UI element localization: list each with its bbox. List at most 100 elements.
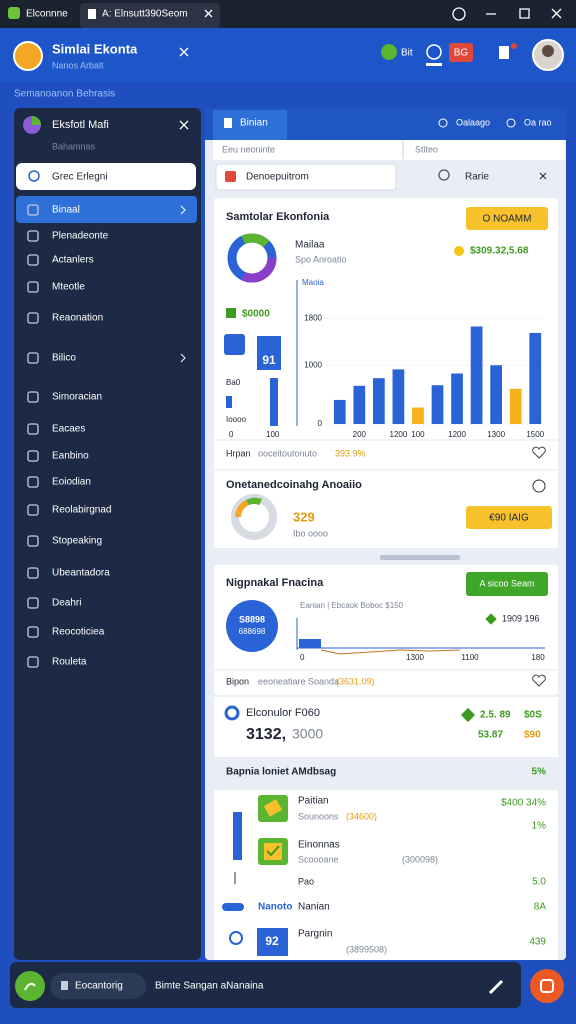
active-nav-item[interactable] [16,196,197,223]
card-badge[interactable] [466,506,552,529]
nav-item[interactable]: Eacaes [52,424,85,435]
nav-icon [27,450,39,462]
bar [509,388,522,424]
card-icon[interactable] [532,479,546,493]
header-button[interactable]: Bit [401,48,413,59]
list-name[interactable]: Paitian [298,796,329,807]
bottom-action[interactable] [15,971,45,1001]
logo [13,41,43,71]
nav-item[interactable]: Binaal [52,205,80,216]
tab[interactable]: A: Elnsutt390Seom [102,9,188,20]
list-value: 439 [529,937,546,948]
like-icon[interactable] [532,674,546,687]
card-value: 3132, [246,726,286,743]
nav-item[interactable]: Rouleta [52,657,87,668]
nav-icon [27,476,39,488]
nav-item[interactable]: Eoiodian [52,477,91,488]
list-badge [257,928,288,956]
list-note: (3899508) [346,944,387,954]
list-name[interactable]: Einonnas [298,840,340,851]
donut-segment [227,233,277,283]
main-action[interactable]: Oa rao [524,117,552,127]
tab[interactable]: Elconnne [26,9,68,20]
nav-item[interactable]: Ubeantadora [52,568,110,579]
card-badge[interactable] [466,207,548,230]
sidebar-close[interactable] [179,120,189,130]
bottom-text: Bimte Sangan aNanaina [155,981,264,992]
filter[interactable]: Stiteo [415,144,438,154]
nav-icon [27,281,39,293]
main-tab-label[interactable]: Binian [240,118,268,129]
filter[interactable]: Eeu neoninte [222,144,275,154]
search-icon [28,170,40,182]
x-tick-label: 200 [353,430,367,439]
card-label: Mailaa [295,240,325,251]
window-icon[interactable] [452,7,466,21]
nav-item[interactable]: Reocoticiea [52,627,105,638]
nav-item[interactable]: Reaonation [52,313,103,324]
card-button-text[interactable]: A sicoo Seam [479,578,534,588]
close-icon[interactable] [179,47,189,57]
active-tab[interactable] [80,3,220,28]
donut-hole [241,504,267,530]
user-icon[interactable] [426,44,442,60]
nav-item[interactable]: Eanbino [52,451,89,462]
bar [333,399,346,424]
card-footer: Bipon [226,676,249,686]
list-name[interactable]: Pargnin [298,929,332,940]
mini-text: 0 [229,430,234,439]
sidebar-title: Eksfotl Mafi [52,119,109,131]
chip[interactable] [50,973,146,999]
card-button[interactable] [466,572,548,596]
bar [529,332,542,424]
y-tick-label: 1800 [304,313,322,322]
card [214,697,558,757]
chart-axis-label: 1300 [406,653,424,662]
edit-icon[interactable] [488,979,504,995]
header-badge[interactable] [449,43,473,62]
scrollbar[interactable] [380,555,460,560]
y-tick-label: 1000 [304,360,322,369]
breadcrumb[interactable]: Semanoanon Behrasis [14,89,115,100]
bar [470,326,483,424]
card-badge-text[interactable]: O NOAMM [483,214,532,225]
nav-item[interactable]: Deahri [52,598,81,609]
card-badge-text[interactable]: €90 IAIG [489,513,529,524]
main-search-text[interactable]: Denoepuitrom [246,172,309,183]
mini-text: 100 [266,430,280,439]
nav-icon [27,535,39,547]
like-icon[interactable] [532,446,546,459]
tab-icon [88,9,96,19]
nav-item[interactable]: Plenadeonte [52,231,109,242]
nav-item[interactable]: Mteotle [52,282,85,293]
nav-item[interactable]: Stopeaking [52,536,102,547]
card [214,198,558,548]
bar [431,385,444,424]
fab-icon [540,979,554,993]
nav-list: Binaal Plenadeonte Actanlers Mteotle Reaonat… [27,204,186,668]
bottom-action-icon [24,982,36,991]
nav-item[interactable]: Bilico [52,353,76,364]
nav-icon [27,352,39,364]
list-icon [222,903,244,911]
sidebar-search-text[interactable]: Grec Erlegni [52,172,108,183]
window-controls[interactable] [204,8,562,19]
clear-icon[interactable] [539,172,547,180]
main-action[interactable]: Oalaago [456,117,490,127]
sidebar-search[interactable] [16,163,196,190]
search-icon [438,169,450,181]
main-search-label[interactable]: Rarie [465,172,489,183]
nav-item[interactable]: Simoracian [52,392,102,403]
book-icon[interactable] [499,46,509,59]
mini-text: $0000 [242,309,270,320]
nav-item[interactable]: Reolabirgnad [52,505,112,516]
list-name[interactable]: Nanian [298,902,330,913]
header-button[interactable]: BG [454,48,469,59]
nav-chevron [180,353,186,363]
x-tick-label: 1300 [487,430,505,439]
main-search[interactable] [215,163,397,191]
fab[interactable] [530,969,564,1003]
nav-item[interactable]: Actanlers [52,255,94,266]
chip-text[interactable]: Eocantorig [75,981,123,992]
